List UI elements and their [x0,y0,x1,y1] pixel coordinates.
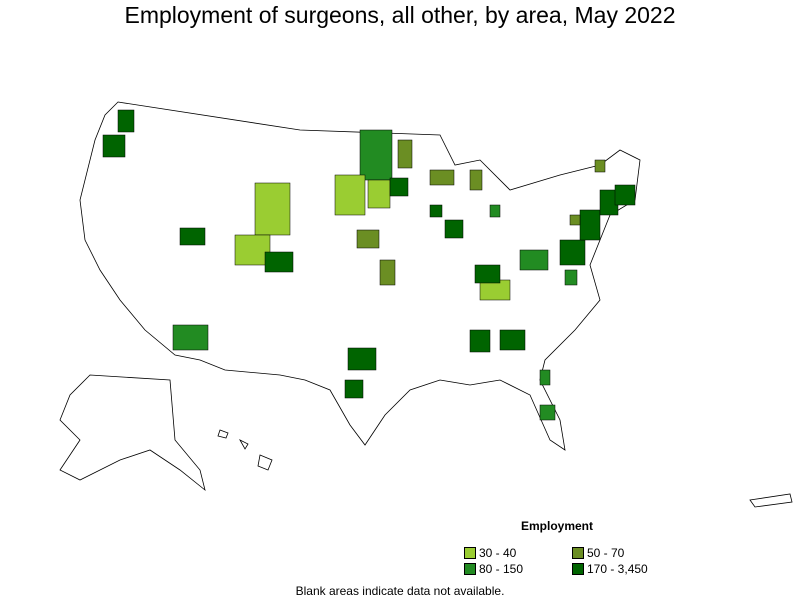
footnote: Blank areas indicate data not available. [295,584,505,598]
metro-area-region [234,234,271,266]
metro-area-region [356,229,380,249]
legend-swatch [572,563,584,575]
metro-area-region [264,251,294,273]
metro-area-region [367,179,391,209]
metro-area-region [254,182,291,236]
metro-area-region [172,324,209,351]
legend-label: 50 - 70 [587,546,625,560]
metro-area-region [379,259,396,286]
metro-area-region [569,214,581,226]
metro-area-region [594,159,606,173]
metro-area-region [444,219,464,239]
metro-area-region [474,264,501,284]
legend-item: 80 - 150 [464,562,523,576]
legend-item: 170 - 3,450 [572,562,648,576]
metro-area-region [102,134,126,158]
legend-item: 30 - 40 [464,546,516,560]
legend-swatch [464,563,476,575]
metro-area-region [429,204,443,218]
metro-area-region [579,209,601,241]
metro-area-region [429,169,455,186]
metro-area-region [489,204,501,218]
metro-area-region [344,379,364,399]
metro-area-region [334,174,366,216]
legend-label: 30 - 40 [479,546,517,560]
metro-area-region [564,269,578,286]
metro-area-region [469,169,483,191]
metro-area-region [397,139,413,169]
metro-area-region [499,329,526,351]
map-title: Employment of surgeons, all other, by ar… [124,2,676,28]
metro-area-region [539,404,556,421]
legend-title: Employment [521,519,594,533]
metro-area-region [539,369,551,386]
alaska-outline [59,374,206,492]
metro-area-region [359,129,393,181]
puerto-rico-outline [749,493,793,508]
legend-swatch [572,547,584,559]
legend-label: 80 - 150 [479,562,524,576]
metro-area-region [347,347,377,371]
metro-area-region [559,239,586,266]
metro-area-region [519,249,549,271]
legend-label: 170 - 3,450 [587,562,648,576]
legend-item: 50 - 70 [572,546,624,560]
metro-area-region [614,184,636,206]
metro-area-region [179,227,206,246]
hawaii-outline [217,429,273,471]
metro-area-region [389,177,409,197]
legend-swatch [464,547,476,559]
metro-area-region [469,329,491,353]
metro-area-region [117,109,135,133]
